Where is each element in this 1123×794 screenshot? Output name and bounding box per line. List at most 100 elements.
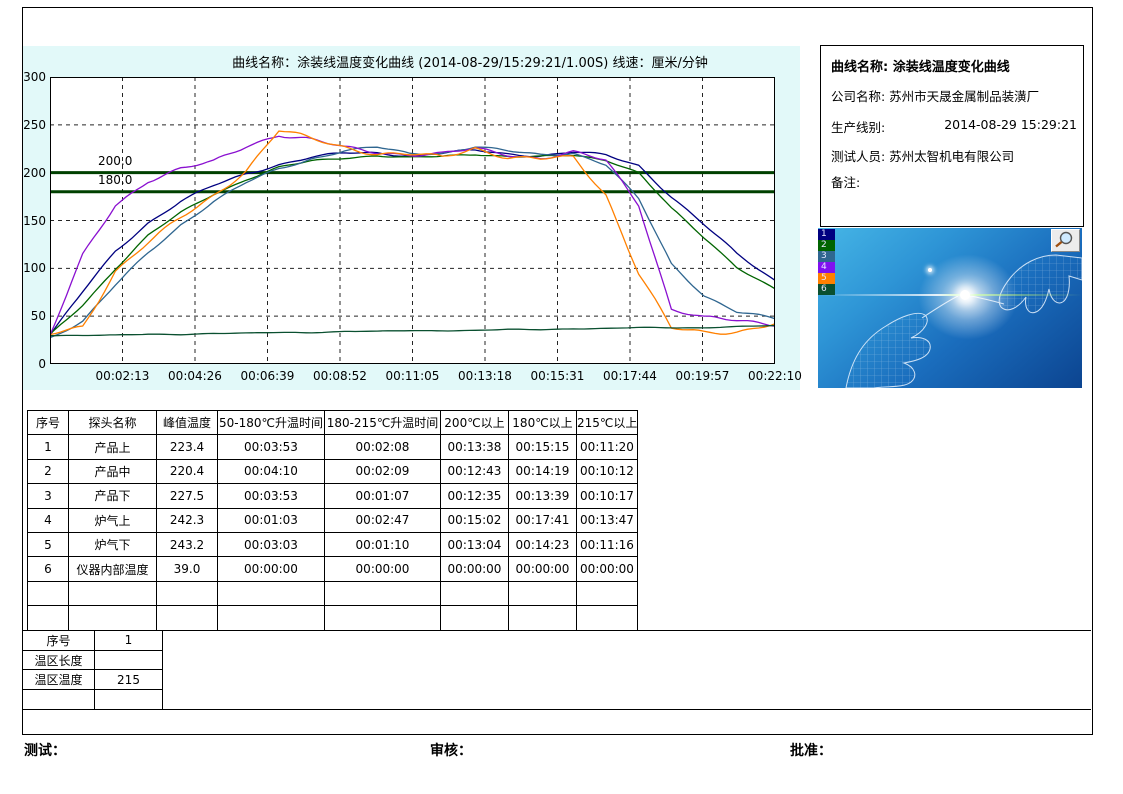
wireframe-hands-graphic [845,254,1082,388]
table-cell: 产品中 [68,458,157,485]
info-company: 公司名称: 苏州市天晟金属制品装潢厂 [831,89,1040,104]
table-cell: 00:12:35 [440,483,509,509]
y-axis-tick-label: 150 [23,213,46,228]
table-header-cell: 序号 [27,409,69,436]
footer-approve-label: 批准： [790,743,832,759]
table-cell: 00:13:39 [508,483,577,509]
temperature-zone-table: 序号 1 温区长度 温区温度 215 [22,630,163,710]
legend-square-6: 6 [818,284,835,295]
table-cell: 炉气上 [68,507,157,533]
zone-table-cell [94,649,163,671]
table-cell: 00:01:03 [217,507,325,533]
ref-line-label-180: 180.0 [98,173,133,187]
zone-table-cell: 温区长度 [22,649,95,671]
plot-canvas [50,77,775,364]
table-cell: 00:15:15 [508,434,577,460]
info-tester: 测试人员: 苏州太智机电有限公司 [831,149,1015,164]
table-cell: 00:10:17 [576,483,638,509]
zone-table-row: 序号 1 [22,630,163,651]
table-cell: 仪器内部温度 [68,556,157,582]
table-cell: 00:13:38 [440,434,509,460]
info-curve-name: 曲线名称: 涂装线温度变化曲线 [831,60,1010,75]
table-cell [156,580,218,607]
info-remark: 备注: [831,175,861,190]
table-row [27,580,638,607]
zone-table-cell: 215 [94,669,163,691]
table-cell: 4 [27,507,69,533]
table-cell: 00:14:19 [508,458,577,485]
table-row: 2 产品中 220.4 00:04:10 00:02:09 00:12:43 00:14:1… [27,458,638,485]
table-cell [440,605,509,631]
table-cell: 6 [27,556,69,582]
curve-仪器内部温度 [50,324,775,337]
zone-table-cell: 序号 [22,630,95,651]
table-cell [217,605,325,631]
table-row: 1 产品上 223.4 00:03:53 00:02:08 00:13:38 00:15:1… [27,434,638,460]
y-axis-tick-label: 0 [38,357,46,371]
table-cell: 5 [27,531,69,558]
table-cell: 00:04:10 [217,458,325,485]
legend-square-5: 5 [818,273,835,284]
zone-table-row: 温区长度 [22,649,163,671]
x-axis-tick-label: 00:11:05 [385,369,440,383]
table-cell: 00:02:47 [324,507,441,533]
table-cell: 00:14:23 [508,531,577,558]
table-cell: 00:03:53 [217,434,325,460]
page-border-box [22,7,1093,735]
chart-title: 曲线名称：涂装线温度变化曲线 (2014-08-29/15:29:21/1.00… [232,56,708,71]
zone-table-row: 温区温度 215 [22,669,163,691]
y-axis-tick-label: 300 [23,70,46,84]
x-axis-tick-label: 00:19:57 [675,369,730,383]
table-cell: 00:00:00 [508,556,577,582]
table-cell [156,605,218,631]
table-cell: 00:01:07 [324,483,441,509]
table-cell: 227.5 [156,483,218,509]
table-cell [68,605,157,631]
x-axis-tick-label: 00:08:52 [313,369,367,383]
table-cell [576,605,638,631]
table-cell [27,605,69,631]
zoom-button[interactable] [1051,229,1080,252]
table-cell: 243.2 [156,531,218,558]
legend-square-2: 2 [818,240,835,251]
table-cell: 00:11:16 [576,531,638,558]
info-line-label: 生产线别: [831,120,886,135]
table-cell: 00:15:02 [440,507,509,533]
table-header-row: 序号 探头名称 峰值温度 50-180℃升温时间 180-215℃升温时间 200℃以上 1… [27,409,638,436]
table-cell: 39.0 [156,556,218,582]
table-cell: 00:00:00 [324,556,441,582]
table-cell: 223.4 [156,434,218,460]
table-header-cell: 180-215℃升温时间 [324,409,441,436]
table-row: 5 炉气下 243.2 00:03:03 00:01:10 00:13:04 00:14:2… [27,531,638,558]
lens-flare-streak [818,294,1082,296]
table-cell: 242.3 [156,507,218,533]
magnifier-icon [1055,231,1073,248]
bottom-section-top-line [22,630,1091,631]
legend-square-4: 4 [818,262,835,273]
y-axis-tick-label: 50 [30,309,46,324]
table-header-cell: 215℃以上 [576,409,638,436]
table-cell: 2 [27,458,69,485]
x-axis-tick-label: 00:17:44 [603,369,657,383]
y-axis-tick-label: 250 [23,117,46,132]
table-header-cell: 200℃以上 [440,409,509,436]
table-cell [324,580,441,607]
table-cell: 00:11:20 [576,434,638,460]
table-cell: 220.4 [156,458,218,485]
bottom-section-mid-line [22,709,1091,710]
zone-table-cell: 温区温度 [22,669,95,691]
table-cell: 00:00:00 [440,556,509,582]
table-row: 3 产品下 227.5 00:03:53 00:01:07 00:12:35 00:13:3… [27,483,638,509]
x-axis-tick-label: 00:13:18 [458,369,512,383]
table-cell [508,580,577,607]
table-cell [27,580,69,607]
table-header-cell: 峰值温度 [156,409,218,436]
lens-flare-core [960,290,970,300]
table-header-cell: 180℃以上 [508,409,577,436]
y-axis-tick-label: 200 [23,165,46,180]
info-datetime: 2014-08-29 15:29:21 [944,117,1077,132]
curve-炉气下 [50,130,775,336]
table-cell [576,580,638,607]
table-cell: 00:00:00 [576,556,638,582]
